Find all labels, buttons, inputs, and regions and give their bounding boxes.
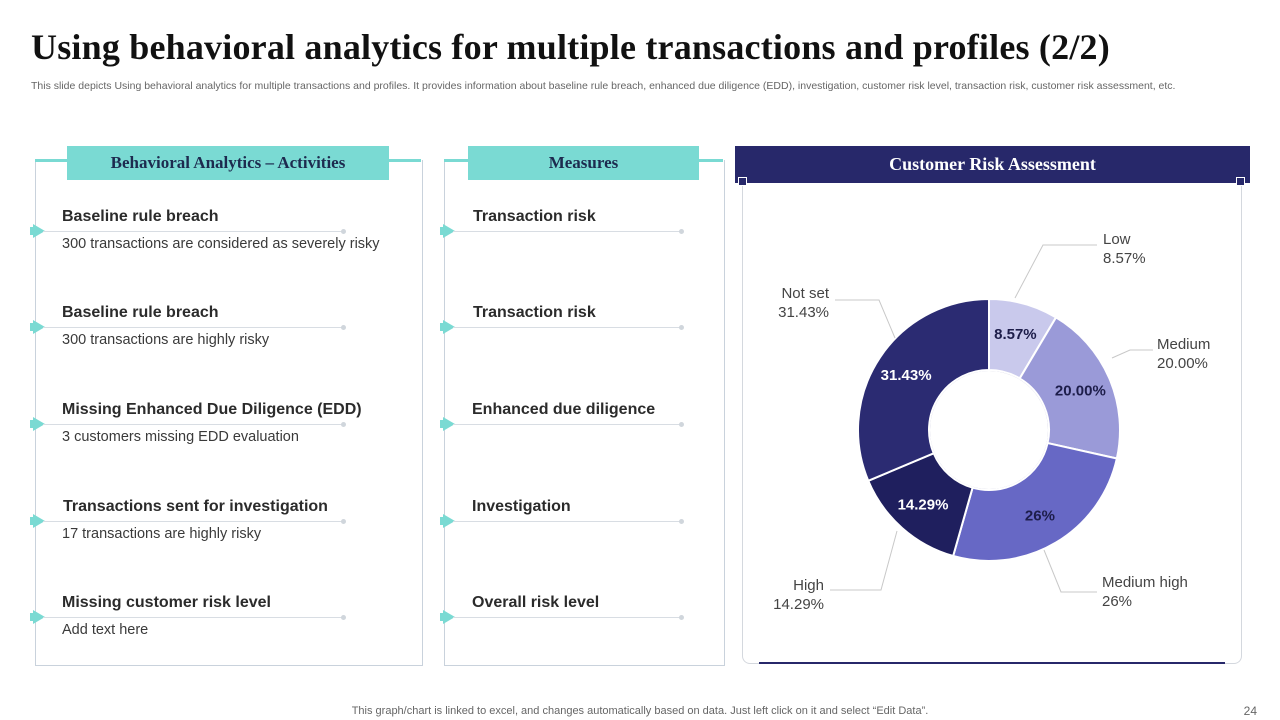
donut-hole [930, 371, 1048, 489]
activity-desc: 300 transactions are highly risky [62, 332, 270, 348]
slice-percent-label: 26% [1102, 593, 1132, 610]
separator-dot [341, 615, 346, 620]
separator-dot [679, 325, 684, 330]
arrow-icon [33, 514, 45, 528]
activity-desc: 3 customers missing EDD evaluation [62, 429, 299, 445]
slice-category-label: High [793, 577, 824, 594]
arrow-icon [443, 514, 455, 528]
slice-value-label: 20.00% [1055, 383, 1106, 400]
separator-line [453, 327, 681, 328]
activity-title: Missing customer risk level [62, 594, 271, 611]
measures-panel [444, 160, 725, 666]
activities-header: Behavioral Analytics – Activities [67, 146, 389, 180]
donut-chart: 8.57% Low 8.57% 20.00% Medium 20.00% 26% Medium… [773, 231, 1210, 613]
donut-slice-medium-high[interactable] [951, 441, 1119, 562]
activity-desc: 17 transactions are highly risky [62, 526, 262, 542]
slice-percent-label: 8.57% [1103, 250, 1146, 267]
risk-assessment-header: Customer Risk Assessment [735, 146, 1250, 183]
separator-line [453, 521, 681, 522]
slice-value-label: 14.29% [898, 496, 949, 513]
separator-dot [679, 519, 684, 524]
separator-dot [341, 229, 346, 234]
leader-line [1043, 549, 1097, 593]
measure-title: Overall risk level [472, 594, 600, 611]
arrow-icon [443, 320, 455, 334]
measure-title: Investigation [472, 498, 571, 515]
activities-panel [35, 160, 423, 666]
page-number: 24 [1243, 704, 1257, 718]
separator-line [453, 424, 681, 425]
slice-percent-label: 31.43% [778, 304, 829, 321]
slice-value-label: 26% [1025, 507, 1055, 524]
donut-slice-medium[interactable] [1018, 316, 1121, 460]
header-corner-right [1236, 177, 1245, 186]
separator-dot [679, 422, 684, 427]
footer-note: This graph/chart is linked to excel, and… [351, 705, 929, 717]
leader-line [830, 530, 898, 591]
slice-percent-label: 14.29% [773, 596, 824, 613]
arrow-icon [443, 417, 455, 431]
slice-value-label: 31.43% [881, 367, 932, 384]
page-title: Using behavioral analytics for multiple … [31, 27, 1110, 67]
separator-line [453, 231, 681, 232]
measure-title: Transaction risk [473, 304, 596, 321]
slice-category-label: Not set [781, 285, 829, 302]
risk-panel-bottom-bar [759, 662, 1225, 664]
arrow-icon [33, 417, 45, 431]
measure-title: Transaction risk [473, 208, 596, 225]
leader-line [1014, 244, 1097, 299]
arrow-icon [443, 610, 455, 624]
slice-value-label: 8.57% [994, 326, 1037, 343]
activity-desc: 300 transactions are considered as sever… [62, 236, 380, 252]
arrow-icon [443, 224, 455, 238]
arrow-icon [33, 320, 45, 334]
slice-category-label: Low [1103, 231, 1131, 248]
arrow-icon [33, 224, 45, 238]
separator-dot [679, 615, 684, 620]
activity-desc: Add text here [62, 622, 149, 638]
page-subtitle: This slide depicts Using behavioral anal… [31, 80, 1176, 92]
separator-line [43, 521, 343, 522]
activity-title: Baseline rule breach [62, 304, 219, 321]
separator-dot [341, 422, 346, 427]
activity-title: Missing Enhanced Due Diligence (EDD) [62, 401, 362, 418]
donut-slice-not-set[interactable] [857, 297, 990, 483]
measure-title: Enhanced due diligence [472, 401, 656, 418]
header-corner-left [738, 177, 747, 186]
separator-line [453, 617, 681, 618]
separator-dot [679, 229, 684, 234]
separator-line [43, 617, 343, 618]
slice-category-label: Medium [1157, 336, 1210, 353]
slice-percent-label: 20.00% [1157, 355, 1208, 372]
measures-header: Measures [468, 146, 699, 180]
separator-dot [341, 325, 346, 330]
separator-dot [341, 519, 346, 524]
leader-line [1111, 349, 1153, 359]
leader-line [835, 299, 896, 339]
separator-line [43, 231, 343, 232]
activity-title: Transactions sent for investigation [63, 498, 328, 515]
separator-line [43, 424, 343, 425]
arrow-icon [33, 610, 45, 624]
slice-category-label: Medium high [1102, 574, 1188, 591]
separator-line [43, 327, 343, 328]
activity-title: Baseline rule breach [62, 208, 219, 225]
